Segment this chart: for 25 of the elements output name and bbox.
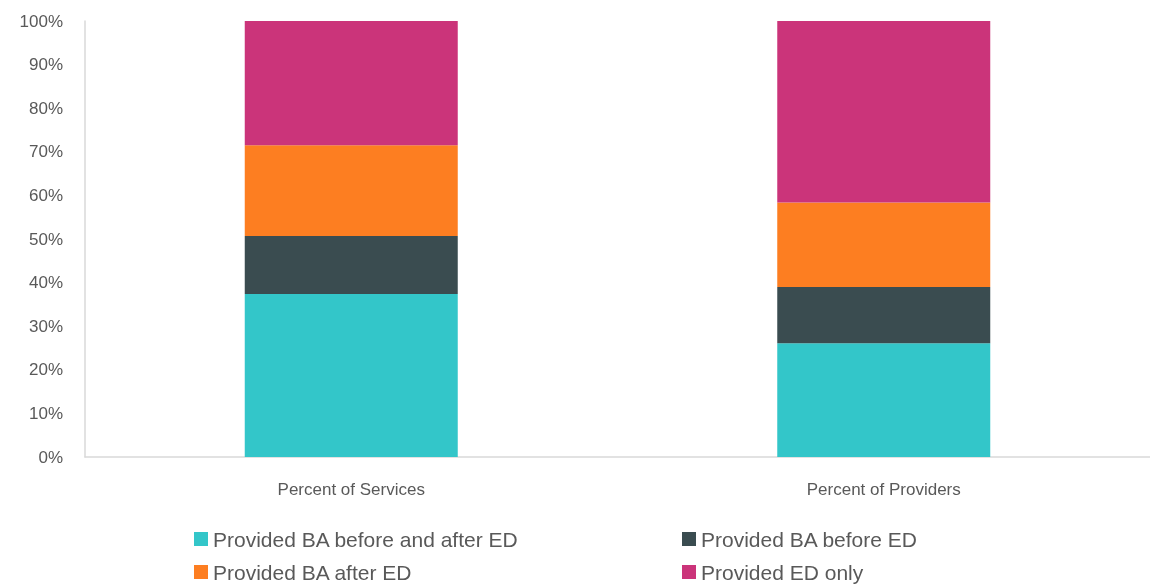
y-tick-label: 40% bbox=[28, 273, 63, 293]
legend-label: Provided ED only bbox=[701, 560, 864, 584]
y-tick-label: 0% bbox=[38, 447, 63, 467]
bar bbox=[777, 21, 991, 203]
y-tick-label: 20% bbox=[28, 360, 63, 380]
y-tick-label: 60% bbox=[28, 185, 63, 205]
y-tick-label: 90% bbox=[28, 55, 63, 75]
bar bbox=[244, 293, 458, 457]
y-tick-label: 80% bbox=[28, 98, 63, 118]
y-tick-label: 70% bbox=[28, 142, 63, 162]
bar bbox=[777, 286, 991, 344]
legend-label: Provided BA after ED bbox=[213, 560, 412, 584]
y-tick-label: 30% bbox=[28, 316, 63, 336]
x-tick-label: Percent of Services bbox=[277, 480, 425, 499]
legend-label: Provided BA before and after ED bbox=[213, 527, 518, 551]
legend-label: Provided BA before ED bbox=[701, 527, 917, 551]
y-tick-label: 50% bbox=[28, 229, 63, 249]
bar bbox=[244, 145, 458, 236]
x-tick-label: Percent of Providers bbox=[806, 480, 961, 499]
y-tick-label: 100% bbox=[19, 11, 63, 31]
y-tick-label: 10% bbox=[28, 403, 63, 423]
bar bbox=[244, 21, 458, 146]
bar bbox=[777, 343, 991, 457]
bar bbox=[777, 202, 991, 287]
bar bbox=[244, 235, 458, 294]
